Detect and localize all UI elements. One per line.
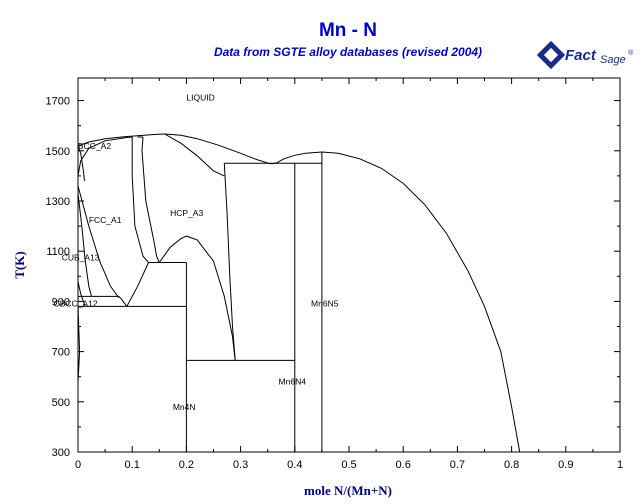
phase-boundary-16: [158, 235, 236, 361]
phase-boundary-7: [118, 296, 128, 307]
x-tick-label: 0.8: [504, 459, 519, 471]
logo-mark-icon: [536, 40, 566, 70]
x-tick-label: 0.5: [341, 459, 356, 471]
x-tick-label: 0.3: [233, 459, 248, 471]
phase-boundary-9: [126, 262, 149, 307]
y-tick-label: 1700: [46, 96, 70, 108]
x-tick-label: 1: [617, 459, 623, 471]
x-tick-label: 0: [75, 459, 81, 471]
y-tick-label: 300: [52, 447, 70, 459]
phase-boundary-22: [77, 281, 86, 307]
phase-label: LIQUID: [186, 93, 214, 103]
logo-trademark: ®: [628, 49, 634, 57]
phase-label: HCP_A3: [170, 208, 203, 218]
phase-label: Mn6N4: [279, 377, 307, 387]
phase-labels: LIQUID BCC_A2 FCC_A1 HCP_A3 CUB_A13 CBCC_A12 M…: [54, 93, 339, 412]
chart-title: Mn - N: [319, 20, 377, 41]
phase-boundary-17: [223, 163, 236, 361]
phase-boundary-10: [131, 137, 149, 263]
y-tick-label: 500: [52, 397, 70, 409]
x-tick-label: 0.2: [179, 459, 194, 471]
y-tick-label: 1500: [46, 146, 70, 158]
x-tick-label: 0.7: [450, 459, 465, 471]
phase-boundary-5: [77, 193, 92, 297]
phase-boundary-4: [77, 185, 120, 298]
phase-boundary-2: [77, 145, 85, 181]
phase-label: BCC_A2: [78, 141, 111, 151]
y-axis-label: T(K): [12, 251, 27, 278]
phase-label: Mn4N: [173, 402, 196, 412]
y-tick-label: 700: [52, 347, 70, 359]
phase-label: Mn6N5: [311, 298, 339, 308]
logo-fact-text: Fact: [565, 47, 597, 64]
phase-boundary-1: [164, 133, 521, 453]
x-tick-label: 0.6: [396, 459, 411, 471]
phase-boundary-11: [141, 136, 160, 263]
y-tick-label: 1100: [46, 246, 70, 258]
axis-tick-labels: 0 0.1 0.2 0.3 0.4 0.5 0.6 0.7 0.8 0.9 130050070090…: [46, 96, 624, 471]
phase-boundary-15: [164, 133, 225, 177]
logo-sage-text: Sage: [600, 54, 626, 66]
x-axis-label: mole N/(Mn+N): [304, 483, 392, 498]
phase-boundary-23: [77, 306, 81, 382]
factsage-logo: Fact Sage ®: [536, 40, 634, 70]
y-tick-label: 900: [52, 296, 70, 308]
phase-label: FCC_A1: [89, 215, 122, 225]
phase-label: CBCC_A12: [54, 298, 98, 308]
x-tick-label: 0.1: [125, 459, 140, 471]
x-tick-label: 0.4: [287, 459, 302, 471]
phase-label: CUB_A13: [62, 252, 100, 262]
x-tick-label: 0.9: [558, 459, 573, 471]
y-tick-label: 1300: [46, 196, 70, 208]
phase-boundary-3: [77, 136, 133, 176]
phase-boundary-0: [77, 133, 165, 147]
chart-subtitle: Data from SGTE alloy databases (revised …: [214, 45, 482, 59]
phase-boundaries: [77, 133, 521, 453]
